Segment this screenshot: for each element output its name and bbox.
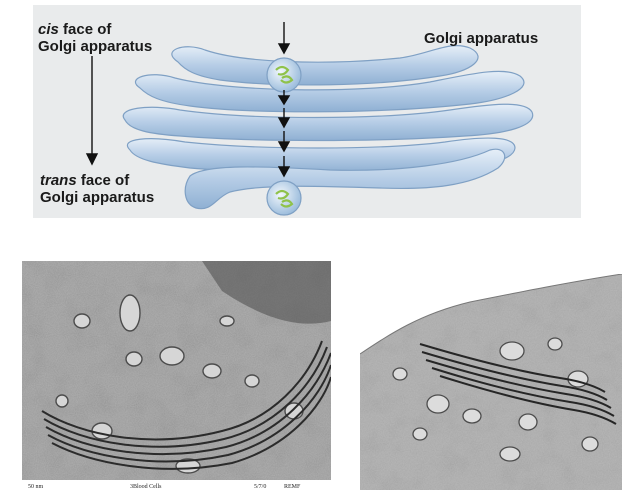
micrograph-left: [22, 261, 331, 482]
micrograph-right-image: [360, 274, 622, 490]
micrograph-left-footer: 50 nm 3Blood Cells 5/7/0 REMF: [22, 480, 331, 494]
cisterna-3: [122, 103, 534, 142]
golgi-diagram: [85, 22, 534, 216]
cisterna-2: [134, 70, 525, 113]
trans-face-text: face of: [76, 172, 130, 189]
cis-word: cis: [38, 21, 59, 38]
date-text: 5/7/0: [254, 484, 267, 490]
sample-title: 3Blood Cells: [130, 484, 162, 490]
micrograph-right: [360, 274, 622, 490]
cis-face-label: cis face of Golgi apparatus: [38, 21, 152, 55]
cisterna-5: [184, 148, 506, 210]
vesicle-outgoing: [266, 180, 302, 216]
credit-text: REMF: [284, 484, 301, 490]
golgi-apparatus-label: Golgi apparatus: [424, 30, 539, 47]
scale-text: 50 nm: [28, 484, 44, 490]
trans-golgi-text: Golgi apparatus: [40, 189, 155, 206]
trans-word: trans: [40, 172, 77, 189]
transport-arrows: [85, 22, 291, 178]
trans-face-label: trans face of Golgi apparatus: [40, 172, 154, 206]
cis-face-text: face of: [58, 21, 112, 38]
micrograph-left-image: [22, 261, 331, 482]
vesicle-incoming: [266, 57, 302, 93]
cisterna-1: [171, 44, 479, 86]
cis-golgi-text: Golgi apparatus: [38, 38, 153, 55]
